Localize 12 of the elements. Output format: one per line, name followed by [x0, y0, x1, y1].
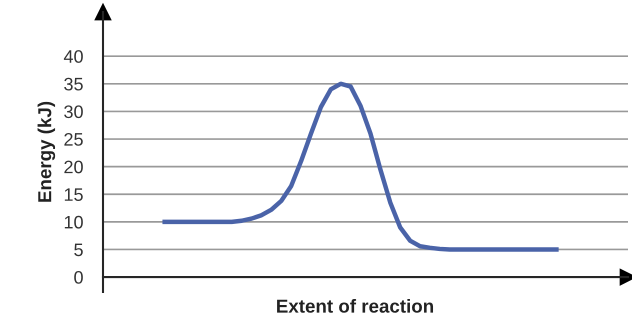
y-axis-title: Energy (kJ) — [38, 102, 56, 202]
y-tick-label: 20 — [64, 160, 83, 174]
y-tick-label: 30 — [64, 105, 83, 118]
y-tick-label: 5 — [74, 244, 83, 256]
y-tick-label: 35 — [64, 78, 83, 91]
y-tick-label: 25 — [64, 132, 83, 146]
y-tick-label: 15 — [64, 188, 83, 201]
y-tick-label: 40 — [64, 50, 83, 63]
y-tick-label: 10 — [64, 216, 83, 229]
y-tick-label: 0 — [74, 271, 83, 284]
line-series — [160, 82, 561, 252]
x-axis-title: Extent of reaction — [277, 299, 434, 313]
